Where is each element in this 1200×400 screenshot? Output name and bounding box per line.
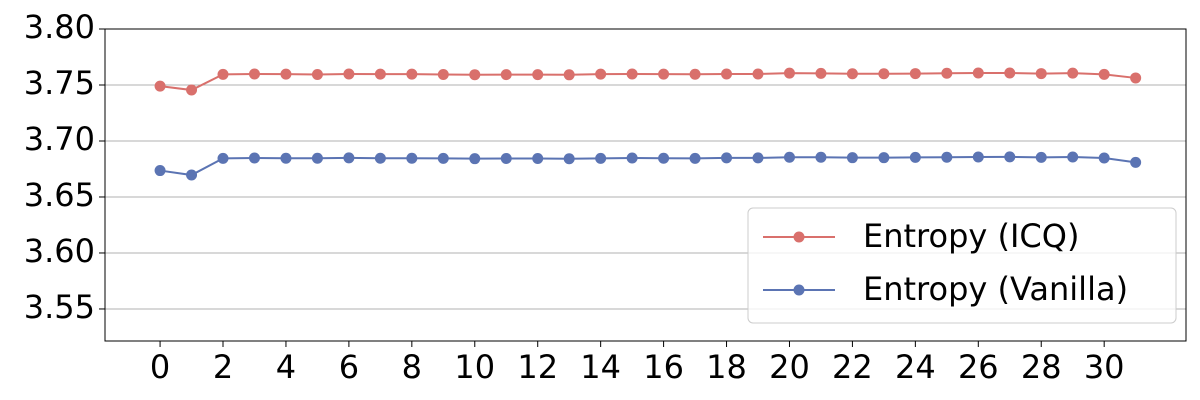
- point: [689, 152, 701, 164]
- plot-frame: [104, 28, 1187, 342]
- x-tick-label: 8: [402, 348, 422, 386]
- point: [846, 68, 858, 80]
- point: [343, 152, 355, 164]
- x-tick-label: 26: [958, 348, 999, 386]
- point: [1035, 68, 1047, 80]
- point: [343, 68, 355, 80]
- y-tick-label: 3.80: [24, 8, 95, 46]
- point: [311, 68, 323, 80]
- point: [469, 69, 481, 81]
- point: [374, 152, 386, 164]
- point: [1130, 156, 1142, 168]
- legend-marker: [793, 284, 805, 296]
- point: [437, 68, 449, 80]
- legend-label: Entropy (Vanilla): [863, 270, 1128, 308]
- point: [186, 84, 198, 96]
- point: [1098, 152, 1110, 164]
- point: [595, 68, 607, 80]
- point: [469, 153, 481, 165]
- x-tick-label: 16: [643, 348, 684, 386]
- point: [217, 152, 229, 164]
- point: [406, 152, 418, 164]
- point: [909, 68, 921, 80]
- x-tick-label: 20: [769, 348, 810, 386]
- y-tick-label: 3.55: [24, 288, 95, 326]
- legend-marker: [793, 231, 805, 243]
- point: [721, 152, 733, 164]
- x-tick-label: 10: [454, 348, 495, 386]
- point: [1004, 151, 1016, 163]
- series-line: [159, 155, 1136, 177]
- x-tick-label: 30: [1084, 348, 1125, 386]
- y-tick-label: 3.65: [24, 176, 95, 214]
- point: [563, 153, 575, 165]
- point: [311, 152, 323, 164]
- legend-label: Entropy (ICQ): [863, 217, 1079, 255]
- x-tick-label: 22: [832, 348, 873, 386]
- point: [1098, 68, 1110, 80]
- point: [878, 152, 890, 164]
- point: [1004, 67, 1016, 79]
- point: [248, 68, 260, 80]
- point: [532, 69, 544, 81]
- point: [500, 69, 512, 81]
- point: [154, 165, 166, 177]
- legend-box: [747, 207, 1177, 324]
- point: [248, 152, 260, 164]
- point: [689, 68, 701, 80]
- point: [1067, 67, 1079, 79]
- x-tick-label: 0: [150, 348, 170, 386]
- point: [500, 152, 512, 164]
- x-tick-label: 2: [213, 348, 233, 386]
- x-tick-label: 24: [895, 348, 936, 386]
- point: [878, 68, 890, 80]
- x-tick-label: 12: [517, 348, 558, 386]
- point: [154, 80, 166, 92]
- x-tick-label: 14: [580, 348, 621, 386]
- point: [752, 152, 764, 164]
- point: [783, 67, 795, 79]
- point: [658, 68, 670, 80]
- x-tick-label: 6: [339, 348, 359, 386]
- point: [595, 152, 607, 164]
- point: [280, 68, 292, 80]
- x-tick-label: 28: [1021, 348, 1062, 386]
- legend: Entropy (ICQ) Entropy (Vanilla): [747, 207, 1177, 324]
- y-tick-label: 3.75: [24, 64, 95, 102]
- point: [972, 67, 984, 79]
- point: [815, 67, 827, 79]
- point: [721, 68, 733, 80]
- y-tick-label: 3.70: [24, 120, 95, 158]
- point: [815, 151, 827, 163]
- point: [563, 69, 575, 81]
- point: [783, 151, 795, 163]
- point: [186, 169, 198, 181]
- point: [626, 68, 638, 80]
- point: [972, 151, 984, 163]
- point: [437, 152, 449, 164]
- point: [532, 152, 544, 164]
- point: [909, 151, 921, 163]
- point: [217, 68, 229, 80]
- y-tick-label: 3.60: [24, 232, 95, 270]
- point: [406, 68, 418, 80]
- point: [752, 68, 764, 80]
- point: [658, 152, 670, 164]
- point: [1035, 151, 1047, 163]
- point: [626, 152, 638, 164]
- point: [1067, 151, 1079, 163]
- point: [280, 152, 292, 164]
- point: [941, 151, 953, 163]
- x-tick-label: 18: [706, 348, 747, 386]
- point: [374, 68, 386, 80]
- point: [941, 67, 953, 79]
- x-tick-label: 4: [276, 348, 296, 386]
- series-line: [159, 72, 1136, 92]
- point: [1130, 72, 1142, 84]
- point: [846, 152, 858, 164]
